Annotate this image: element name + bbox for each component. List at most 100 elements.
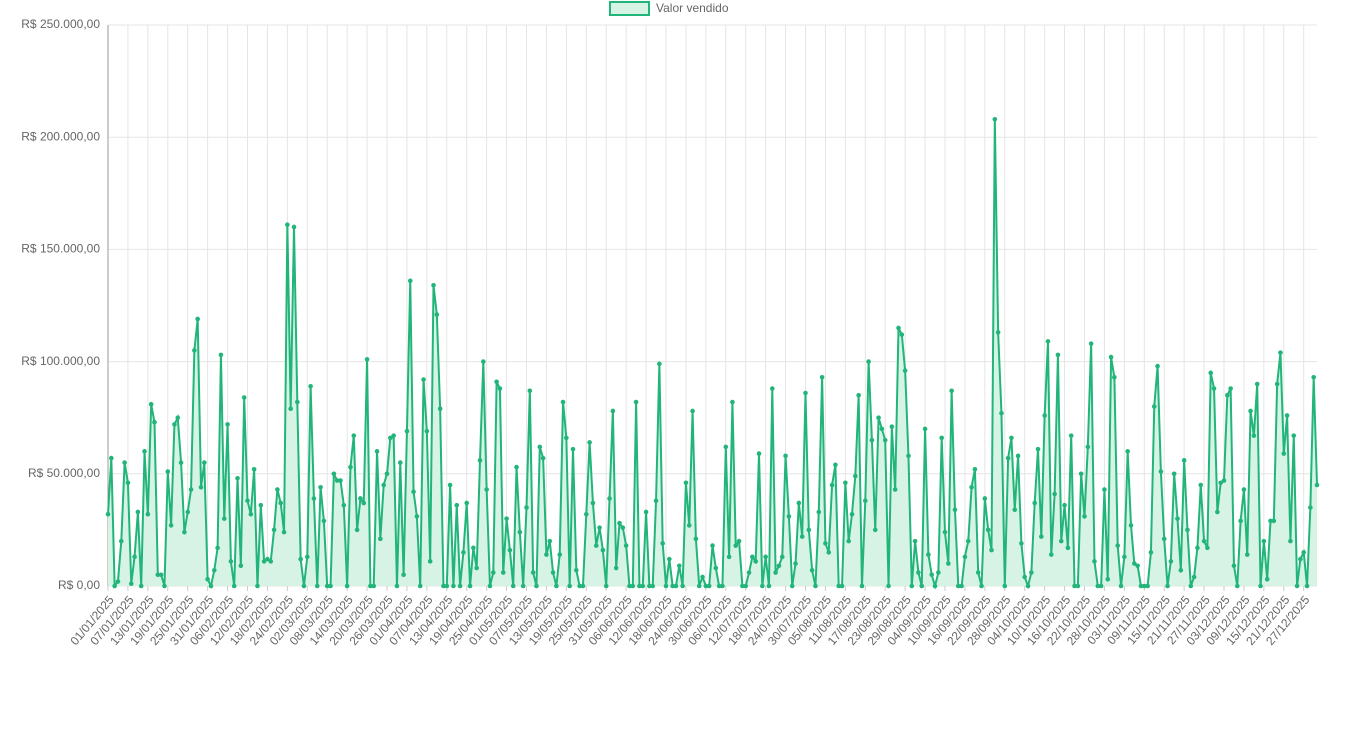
point xyxy=(716,583,722,589)
point xyxy=(1284,413,1290,418)
point xyxy=(497,386,503,391)
point xyxy=(949,388,954,394)
point xyxy=(766,583,772,589)
point xyxy=(637,583,642,589)
point xyxy=(1195,545,1200,551)
point xyxy=(165,469,171,474)
point xyxy=(620,525,626,530)
point xyxy=(1258,583,1263,589)
point xyxy=(600,547,606,553)
point xyxy=(397,460,403,465)
point xyxy=(946,561,951,566)
point xyxy=(1201,538,1207,544)
point xyxy=(454,502,460,508)
point xyxy=(564,435,569,441)
point xyxy=(258,502,264,508)
point xyxy=(829,482,835,488)
y-tick-label: R$ 200.000,00 xyxy=(21,129,100,143)
point xyxy=(979,583,984,589)
point xyxy=(178,460,184,465)
point xyxy=(1314,482,1320,488)
point xyxy=(1112,375,1117,380)
point xyxy=(1088,341,1094,346)
point xyxy=(809,567,815,573)
point xyxy=(517,529,523,535)
point xyxy=(703,583,709,589)
point xyxy=(1015,453,1021,459)
point xyxy=(1055,352,1061,358)
point xyxy=(148,401,154,407)
point xyxy=(1298,556,1303,562)
point xyxy=(424,428,430,434)
point xyxy=(999,410,1004,416)
point xyxy=(557,552,563,557)
point xyxy=(1085,444,1091,450)
point xyxy=(251,467,257,472)
point xyxy=(540,455,546,461)
point xyxy=(985,527,991,533)
point xyxy=(1135,563,1140,569)
point xyxy=(231,583,237,589)
point xyxy=(1181,458,1187,463)
point xyxy=(610,408,616,414)
point xyxy=(225,422,230,427)
point xyxy=(1029,570,1034,575)
point xyxy=(779,554,785,560)
point xyxy=(676,563,682,569)
point xyxy=(1082,514,1087,519)
point xyxy=(773,570,778,575)
point xyxy=(859,583,865,589)
point xyxy=(657,361,662,367)
point xyxy=(1148,550,1154,555)
point xyxy=(1254,381,1260,387)
point xyxy=(374,449,380,454)
point xyxy=(783,453,788,459)
point xyxy=(255,583,260,589)
point xyxy=(248,511,254,517)
point xyxy=(740,583,745,589)
point xyxy=(550,570,556,575)
point xyxy=(989,547,994,553)
point xyxy=(696,583,702,589)
point xyxy=(441,583,446,589)
point xyxy=(730,399,735,405)
point xyxy=(304,554,310,560)
point xyxy=(434,312,440,317)
point xyxy=(142,449,147,454)
point xyxy=(1274,381,1280,387)
point xyxy=(354,527,360,533)
point xyxy=(215,545,220,551)
point xyxy=(580,583,586,589)
point xyxy=(1141,583,1147,589)
point xyxy=(902,368,908,373)
point xyxy=(819,375,825,380)
point xyxy=(793,561,798,566)
point xyxy=(281,529,287,535)
point xyxy=(1215,509,1220,515)
point xyxy=(530,570,536,575)
point xyxy=(959,583,964,589)
point xyxy=(1188,583,1194,589)
point xyxy=(384,471,390,477)
point xyxy=(862,498,868,504)
point xyxy=(122,460,127,465)
point xyxy=(1261,538,1267,544)
point xyxy=(1191,574,1197,580)
point xyxy=(583,511,589,517)
point xyxy=(510,583,516,589)
point xyxy=(1072,583,1077,589)
point xyxy=(1151,404,1157,409)
point xyxy=(474,565,479,571)
point xyxy=(467,583,473,589)
point xyxy=(1075,583,1081,589)
point xyxy=(912,538,918,544)
point xyxy=(826,550,832,555)
point xyxy=(623,543,629,548)
point xyxy=(461,550,466,555)
point xyxy=(185,509,191,515)
point xyxy=(1115,543,1121,548)
point xyxy=(753,559,758,564)
point xyxy=(378,536,383,542)
point xyxy=(995,330,1001,335)
